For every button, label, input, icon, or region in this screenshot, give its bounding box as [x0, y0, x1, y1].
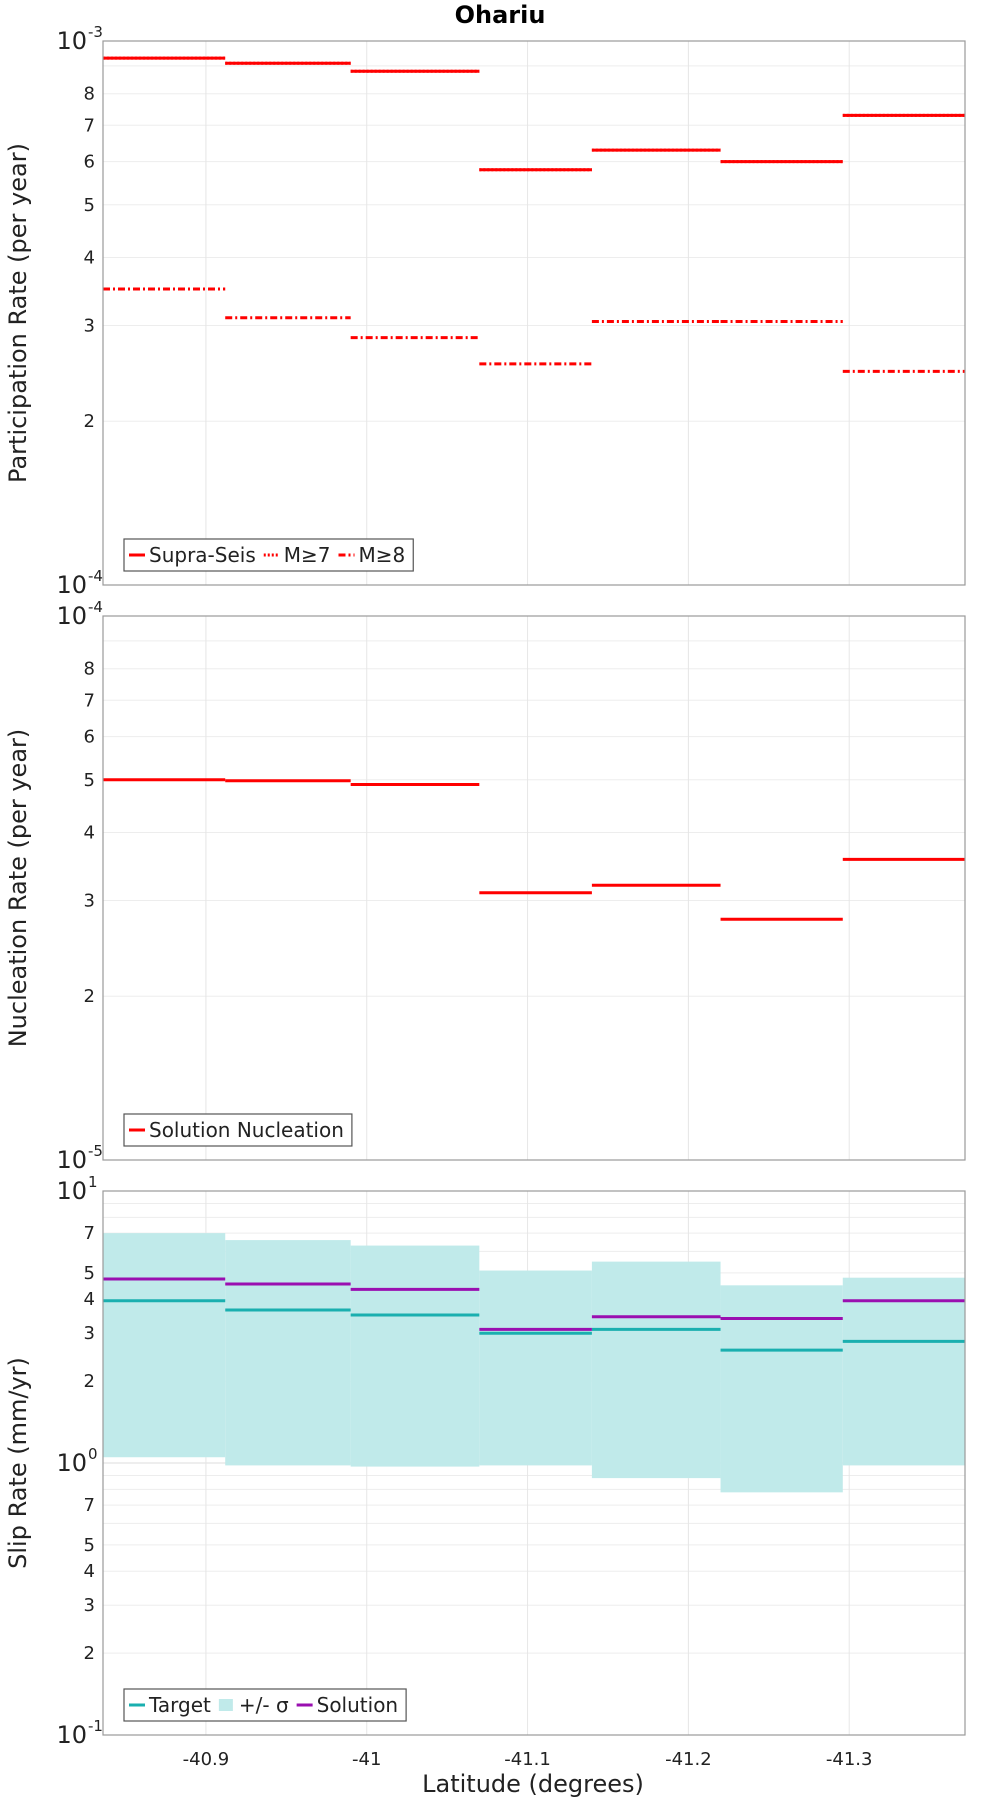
y-tick-label: 7 [84, 690, 95, 711]
y-tick-label: 2 [84, 986, 95, 1007]
y-decade-exponent: -1 [88, 1717, 103, 1735]
band-segment [591, 1261, 721, 1479]
band-segment [225, 1240, 351, 1466]
y-tick-label: 3 [84, 890, 95, 911]
legend-box [123, 1688, 407, 1722]
y-tick-label: 7 [84, 1223, 95, 1244]
series-target [103, 1299, 965, 1352]
y-tick-label: 8 [84, 659, 95, 680]
x-tick-label: -41 [352, 1749, 381, 1770]
grid-lines [103, 616, 965, 1160]
legend: Supra-Seis M≥7 M≥8 [123, 538, 414, 572]
y-decade-exponent: 0 [88, 1445, 98, 1463]
y-decade-label: 10 [56, 1721, 87, 1749]
y-tick-label: 5 [84, 195, 95, 216]
y-axis-label: Participation Rate (per year) [4, 143, 32, 483]
y-tick-label: 4 [84, 822, 95, 843]
y-tick-label: 3 [84, 315, 95, 336]
y-tick-label: 4 [84, 247, 95, 268]
series-m-7 [103, 56, 965, 172]
y-decade-exponent: -5 [88, 1142, 103, 1160]
y-tick-label: 5 [84, 770, 95, 791]
y-axis-label: Slip Rate (mm/yr) [4, 1357, 32, 1569]
series-solution-nucleation [103, 778, 965, 921]
band-segment [720, 1285, 843, 1493]
y-tick-label: 2 [84, 411, 95, 432]
plot-frame [102, 40, 966, 586]
plot-area [103, 41, 965, 585]
legend-label: Solution Nucleation [149, 1118, 344, 1142]
y-decade-exponent: 1 [88, 1173, 98, 1191]
legend-label: M≥8 [359, 543, 406, 567]
y-tick-label: 3 [84, 1595, 95, 1616]
y-tick-label: 6 [84, 727, 95, 748]
legend-label: Solution [317, 1693, 398, 1717]
y-decade-exponent: -4 [88, 567, 103, 585]
y-decade-label: 10 [56, 1146, 87, 1174]
legend-label: Supra-Seis [149, 543, 256, 567]
band-segment [842, 1277, 965, 1466]
legend-box [123, 1113, 353, 1147]
y-decade-exponent: -3 [88, 23, 103, 41]
sigma-band [103, 1233, 965, 1493]
y-tick-label: 6 [84, 152, 95, 173]
legend-label: M≥7 [284, 543, 331, 567]
series-m-8 [103, 287, 965, 373]
y-tick-label: 5 [84, 1535, 95, 1556]
y-tick-label: 7 [84, 115, 95, 136]
y-tick-label: 2 [84, 1371, 95, 1392]
legend: Solution Nucleation [123, 1113, 353, 1147]
series-solution [103, 1277, 965, 1331]
plot-area [103, 616, 965, 1160]
legend-label: Target [148, 1693, 211, 1717]
y-tick-label: 2 [84, 1643, 95, 1664]
y-axis-label: Nucleation Rate (per year) [4, 729, 32, 1048]
plot-frame [102, 615, 966, 1161]
legend-swatch [218, 1699, 233, 1711]
y-tick-label: 5 [84, 1263, 95, 1284]
x-tick-label: -41.3 [826, 1749, 873, 1770]
y-tick-label: 3 [84, 1323, 95, 1344]
y-decade-label: 10 [56, 602, 87, 630]
x-tick-label: -41.1 [504, 1749, 551, 1770]
y-decade-label: 10 [56, 571, 87, 599]
plot-frame [102, 1190, 966, 1736]
x-tick-label: -40.9 [183, 1749, 230, 1770]
band-segment [479, 1270, 592, 1466]
y-tick-label: 7 [84, 1495, 95, 1516]
y-tick-label: 4 [84, 1561, 95, 1582]
y-decade-label: 10 [56, 1177, 87, 1205]
y-decade-label: 10 [56, 1449, 87, 1477]
figure-title: Ohariu [455, 1, 546, 29]
grid-lines [103, 41, 965, 585]
y-decade-label: 10 [56, 27, 87, 55]
band-segment [103, 1233, 226, 1458]
x-tick-label: -41.2 [665, 1749, 712, 1770]
x-axis-label: Latitude (degrees) [422, 1770, 644, 1798]
band-segment [350, 1245, 480, 1467]
y-tick-label: 4 [84, 1289, 95, 1310]
legend-label: +/- σ [239, 1693, 289, 1717]
legend: Target +/- σ Solution [123, 1688, 407, 1722]
y-decade-exponent: -4 [88, 598, 103, 616]
y-tick-label: 8 [84, 84, 95, 105]
